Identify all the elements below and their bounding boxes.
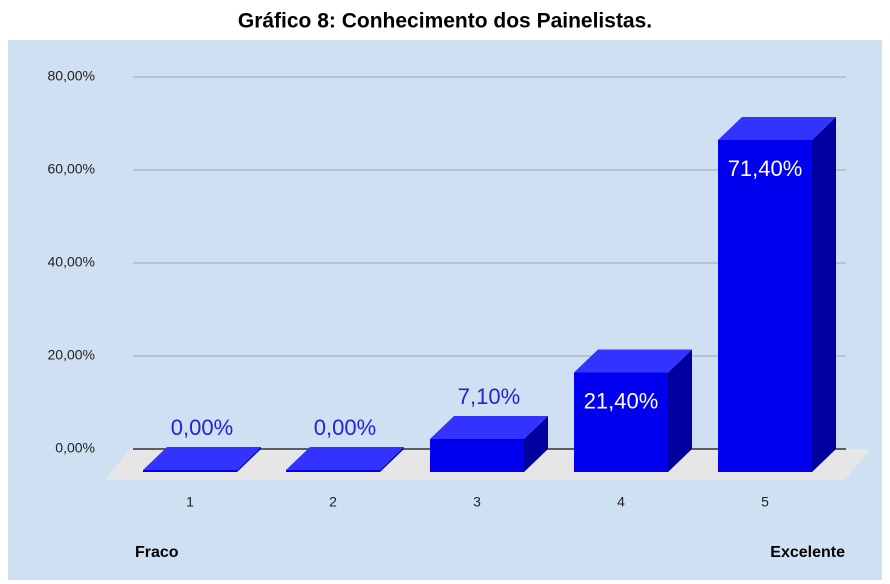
bar-front [286,470,380,472]
value-label: 7,10% [458,384,520,409]
chart-title: Gráfico 8: Conhecimento dos Painelistas. [238,10,652,33]
bar-front [430,438,524,472]
x-tick-label: 1 [186,494,194,510]
value-label: 0,00% [171,415,233,440]
x-tick-label: 3 [473,494,481,510]
bar [574,349,692,472]
x-tick-label: 2 [329,494,337,510]
y-tick-label: 80,00% [48,68,95,84]
y-tick-label: 60,00% [48,161,95,177]
y-tick-label: 20,00% [48,347,95,363]
bar-front [718,139,812,473]
bar-top [574,349,692,373]
bar-top [430,415,548,439]
bar-top [286,447,404,470]
bar-top [718,116,836,140]
x-tick-label: 4 [617,494,625,510]
value-label: 21,40% [584,388,659,413]
bar-side [380,447,404,472]
bar [286,447,404,472]
y-tick-label: 40,00% [48,254,95,270]
value-label: 71,40% [728,156,803,181]
value-label: 0,00% [314,415,376,440]
bar-side [524,415,548,472]
y-tick-label: 0,00% [55,440,95,456]
bar-side [237,447,261,472]
bar [718,116,836,473]
bar [430,415,548,472]
bar-top [143,447,261,470]
bar-side [812,116,836,473]
bar-front [143,470,237,472]
bar-front [574,372,668,472]
bar-side [668,349,692,472]
x-tick-label: 5 [761,494,769,510]
annotation: Fraco [135,544,179,561]
annotation: Excelente [770,544,845,561]
bar [143,447,261,472]
